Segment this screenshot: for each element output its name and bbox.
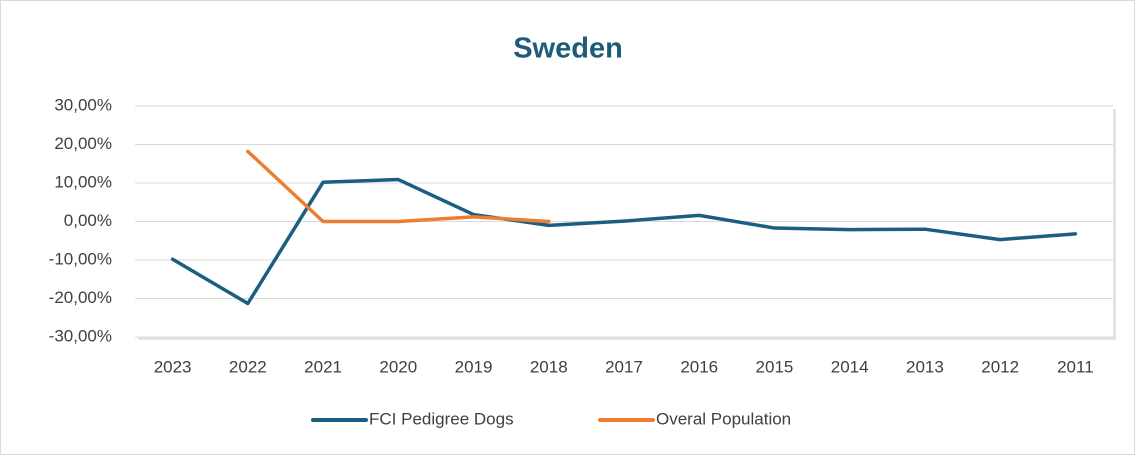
legend-label: Overal Population [656,409,791,428]
x-tick-label: 2023 [154,357,192,376]
x-tick-label: 2022 [229,357,267,376]
y-tick-label: -20,00% [49,288,112,307]
x-tick-label: 2017 [605,357,643,376]
y-tick-label: -30,00% [49,326,112,345]
x-tick-label: 2016 [680,357,718,376]
series-line [170,177,1078,306]
y-tick-label: -10,00% [49,249,112,268]
y-tick-label: 0,00% [64,211,112,230]
y-tick-label: 20,00% [54,134,112,153]
x-tick-label: 2015 [756,357,794,376]
x-tick-label: 2020 [379,357,417,376]
legend-label: FCI Pedigree Dogs [369,409,514,428]
y-tick-label: 30,00% [54,95,112,114]
x-tick-label: 2013 [906,357,944,376]
x-tick-label: 2014 [831,357,869,376]
x-tick-label: 2021 [304,357,342,376]
chart-title: Sweden [513,33,623,65]
series-line [246,149,551,224]
x-tick-label: 2012 [981,357,1019,376]
x-tick-label: 2019 [455,357,493,376]
x-tick-label: 2011 [1057,357,1094,376]
x-tick-label: 2018 [530,357,568,376]
y-tick-label: 10,00% [54,172,112,191]
